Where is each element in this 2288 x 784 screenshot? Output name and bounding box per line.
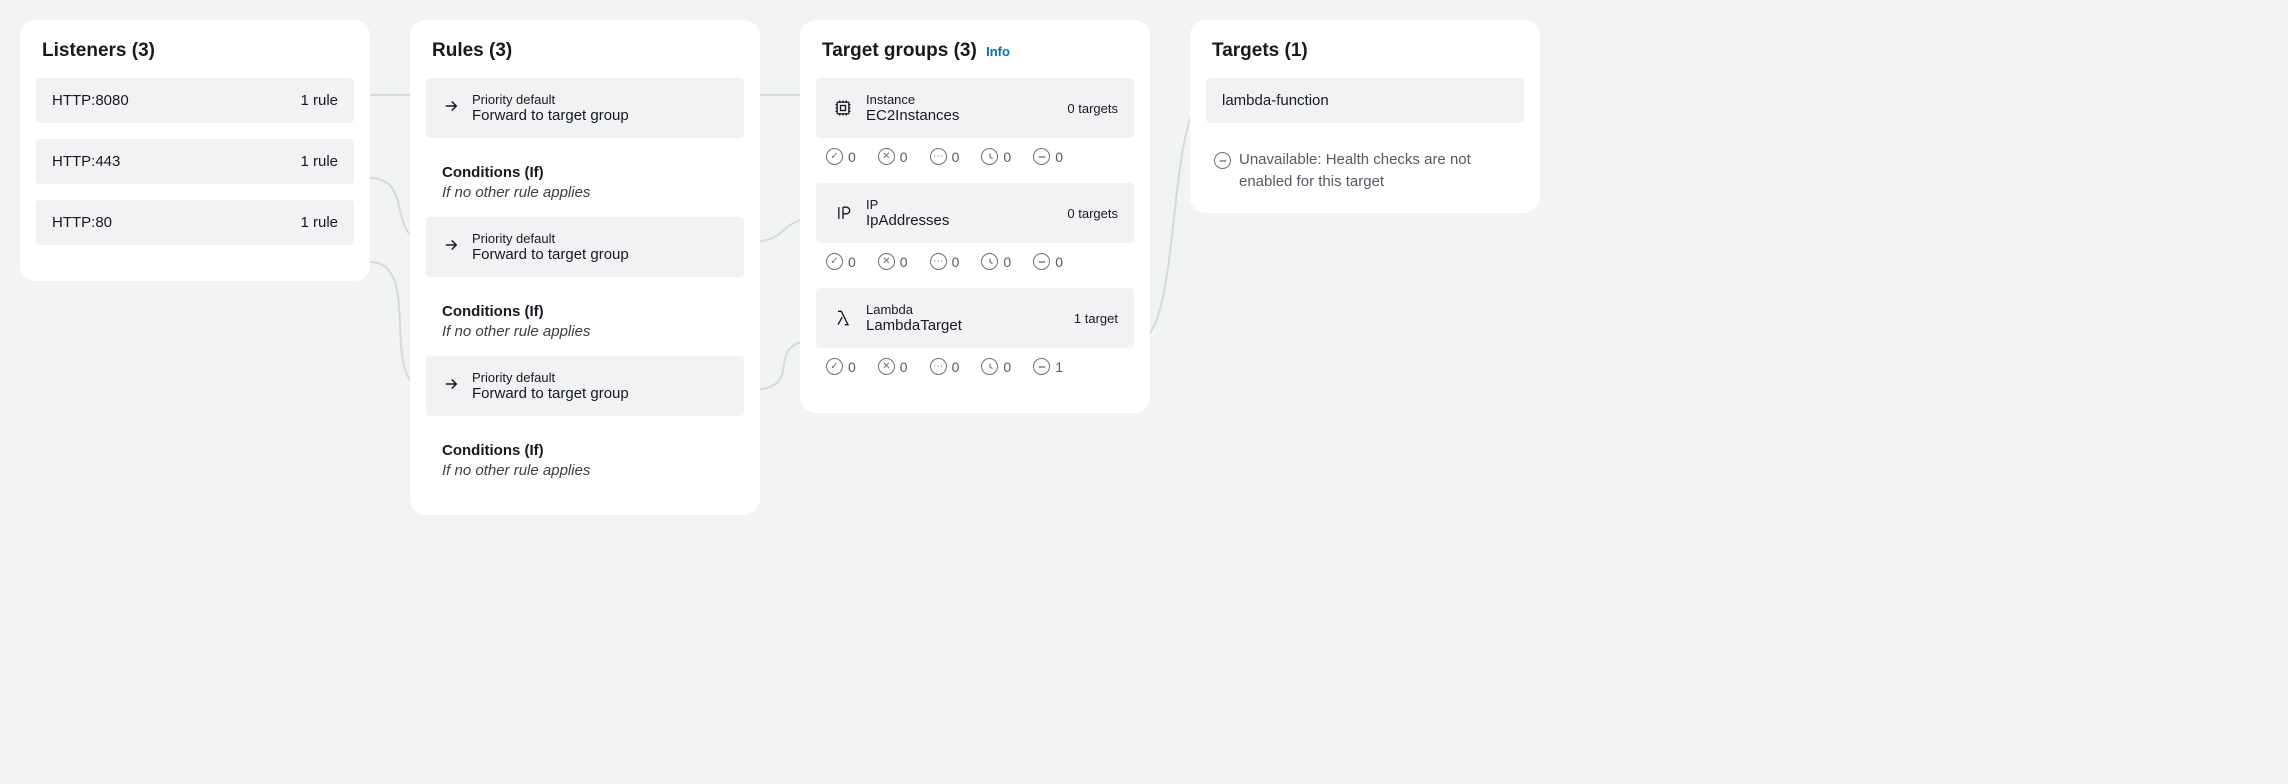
lambda-icon (832, 307, 854, 329)
unavailable-count: 0 (1055, 149, 1063, 165)
target-group-item[interactable]: IP IpAddresses 0 targets (816, 183, 1134, 243)
unavailable-icon (1214, 152, 1231, 169)
target-group-item[interactable]: Lambda LambdaTarget 1 target (816, 288, 1134, 348)
unhealthy-icon: ✕ (878, 358, 895, 375)
targets-title: Targets (1) (1206, 40, 1524, 78)
unavailable-count: 1 (1055, 359, 1063, 375)
listener-item[interactable]: HTTP:80 1 rule (36, 200, 354, 245)
healthy-icon: ✓ (826, 148, 843, 165)
target-group-item[interactable]: Instance EC2Instances 0 targets (816, 78, 1134, 138)
forward-arrow-icon (442, 236, 460, 259)
target-item[interactable]: lambda-function (1206, 78, 1524, 123)
forward-arrow-icon (442, 375, 460, 398)
draining-count: 0 (1003, 149, 1011, 165)
unhealthy-count: 0 (900, 254, 908, 270)
listener-label: HTTP:80 (52, 214, 112, 231)
listener-item[interactable]: HTTP:443 1 rule (36, 139, 354, 184)
listener-label: HTTP:443 (52, 153, 120, 170)
unavailable-icon (1033, 358, 1050, 375)
target-groups-title: Target groups (3) Info (816, 40, 1134, 78)
ip-icon (832, 202, 854, 224)
healthy-count: 0 (848, 359, 856, 375)
rule-priority: Priority default (472, 92, 629, 107)
unused-count: 0 (952, 254, 960, 270)
draining-icon (981, 358, 998, 375)
forward-arrow-icon (442, 97, 460, 120)
conditions-body: If no other rule applies (442, 323, 728, 340)
rule-item[interactable]: Priority default Forward to target group (426, 78, 744, 138)
rule-conditions: Conditions (If) If no other rule applies (426, 293, 744, 356)
unavailable-count: 0 (1055, 254, 1063, 270)
target-unavailable-text: Unavailable: Health checks are not enabl… (1239, 149, 1516, 193)
target-group-name: IpAddresses (866, 212, 1055, 229)
unused-icon: ⋯ (930, 253, 947, 270)
target-group-count: 0 targets (1067, 206, 1118, 221)
target-groups-column: Target groups (3) Info Instance EC2Insta… (800, 20, 1150, 413)
target-group-name: LambdaTarget (866, 317, 1062, 334)
rule-item[interactable]: Priority default Forward to target group (426, 217, 744, 277)
target-label: lambda-function (1222, 92, 1329, 109)
healthy-count: 0 (848, 149, 856, 165)
rule-conditions: Conditions (If) If no other rule applies (426, 154, 744, 217)
healthy-icon: ✓ (826, 358, 843, 375)
unused-count: 0 (952, 359, 960, 375)
target-group-type: Lambda (866, 302, 1062, 317)
rule-priority: Priority default (472, 231, 629, 246)
listener-rule-count: 1 rule (300, 214, 338, 231)
rule-priority: Priority default (472, 370, 629, 385)
conditions-body: If no other rule applies (442, 184, 728, 201)
rule-action: Forward to target group (472, 246, 629, 263)
unhealthy-icon: ✕ (878, 148, 895, 165)
unavailable-icon (1033, 148, 1050, 165)
target-group-type: Instance (866, 92, 1055, 107)
rules-column: Rules (3) Priority default Forward to ta… (410, 20, 760, 515)
health-status-row: ✓ 0 ✕ 0 ⋯ 0 0 0 (816, 144, 1134, 183)
draining-count: 0 (1003, 254, 1011, 270)
draining-icon (981, 253, 998, 270)
unhealthy-count: 0 (900, 359, 908, 375)
conditions-heading: Conditions (If) (442, 164, 728, 181)
instance-icon (832, 97, 854, 119)
target-group-name: EC2Instances (866, 107, 1055, 124)
rule-action: Forward to target group (472, 107, 629, 124)
listeners-column: Listeners (3) HTTP:8080 1 rule HTTP:443 … (20, 20, 370, 281)
target-unavailable-notice: Unavailable: Health checks are not enabl… (1206, 139, 1524, 193)
listener-item[interactable]: HTTP:8080 1 rule (36, 78, 354, 123)
rule-item[interactable]: Priority default Forward to target group (426, 356, 744, 416)
target-groups-title-text: Target groups (3) (822, 40, 977, 61)
conditions-body: If no other rule applies (442, 462, 728, 479)
healthy-count: 0 (848, 254, 856, 270)
healthy-icon: ✓ (826, 253, 843, 270)
unhealthy-icon: ✕ (878, 253, 895, 270)
rules-title: Rules (3) (426, 40, 744, 78)
listener-rule-count: 1 rule (300, 153, 338, 170)
unused-icon: ⋯ (930, 358, 947, 375)
target-group-count: 1 target (1074, 311, 1118, 326)
health-status-row: ✓ 0 ✕ 0 ⋯ 0 0 1 (816, 354, 1134, 393)
rule-conditions: Conditions (If) If no other rule applies (426, 432, 744, 495)
listeners-title: Listeners (3) (36, 40, 354, 78)
unavailable-icon (1033, 253, 1050, 270)
resource-map-board: Listeners (3) HTTP:8080 1 rule HTTP:443 … (20, 20, 2268, 515)
unhealthy-count: 0 (900, 149, 908, 165)
conditions-heading: Conditions (If) (442, 442, 728, 459)
conditions-heading: Conditions (If) (442, 303, 728, 320)
info-link[interactable]: Info (986, 44, 1010, 59)
draining-icon (981, 148, 998, 165)
unused-icon: ⋯ (930, 148, 947, 165)
unused-count: 0 (952, 149, 960, 165)
listener-label: HTTP:8080 (52, 92, 129, 109)
rule-action: Forward to target group (472, 385, 629, 402)
health-status-row: ✓ 0 ✕ 0 ⋯ 0 0 0 (816, 249, 1134, 288)
draining-count: 0 (1003, 359, 1011, 375)
listener-rule-count: 1 rule (300, 92, 338, 109)
target-group-count: 0 targets (1067, 101, 1118, 116)
target-group-type: IP (866, 197, 1055, 212)
targets-column: Targets (1) lambda-function Unavailable:… (1190, 20, 1540, 213)
